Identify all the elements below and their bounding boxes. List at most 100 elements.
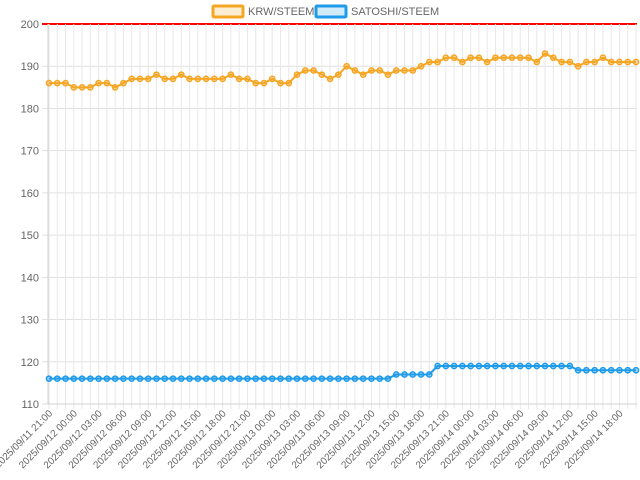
data-point-satoshi-steem[interactable] — [359, 375, 367, 383]
data-point-krw-steem[interactable] — [442, 54, 450, 62]
data-point-satoshi-steem[interactable] — [111, 375, 119, 383]
data-point-krw-steem[interactable] — [235, 75, 243, 83]
data-point-satoshi-steem[interactable] — [525, 362, 532, 370]
data-point-satoshi-steem[interactable] — [500, 362, 508, 370]
data-point-krw-steem[interactable] — [153, 71, 160, 79]
data-point-krw-steem[interactable] — [541, 50, 549, 57]
data-point-krw-steem[interactable] — [161, 75, 169, 83]
data-point-krw-steem[interactable] — [616, 58, 623, 66]
data-point-satoshi-steem[interactable] — [516, 362, 524, 370]
data-point-satoshi-steem[interactable] — [425, 371, 433, 378]
data-point-satoshi-steem[interactable] — [409, 371, 417, 378]
data-point-krw-steem[interactable] — [359, 71, 367, 79]
data-point-krw-steem[interactable] — [103, 79, 111, 87]
data-point-krw-steem[interactable] — [492, 54, 499, 62]
data-point-krw-steem[interactable] — [301, 67, 309, 74]
data-point-krw-steem[interactable] — [219, 75, 226, 83]
data-point-krw-steem[interactable] — [624, 58, 632, 66]
data-point-satoshi-steem[interactable] — [335, 375, 342, 383]
data-point-krw-steem[interactable] — [459, 58, 466, 66]
data-point-satoshi-steem[interactable] — [186, 375, 193, 383]
data-point-krw-steem[interactable] — [78, 83, 86, 91]
data-point-krw-steem[interactable] — [318, 71, 326, 79]
data-point-satoshi-steem[interactable] — [95, 375, 102, 383]
data-point-satoshi-steem[interactable] — [616, 366, 623, 374]
data-point-krw-steem[interactable] — [177, 71, 185, 79]
data-point-satoshi-steem[interactable] — [235, 375, 243, 383]
data-point-satoshi-steem[interactable] — [434, 362, 441, 370]
data-point-satoshi-steem[interactable] — [128, 375, 136, 383]
data-point-krw-steem[interactable] — [95, 79, 102, 87]
data-point-krw-steem[interactable] — [376, 67, 384, 74]
data-point-satoshi-steem[interactable] — [252, 375, 260, 383]
data-point-satoshi-steem[interactable] — [632, 366, 640, 374]
data-point-krw-steem[interactable] — [326, 75, 334, 83]
data-point-satoshi-steem[interactable] — [574, 366, 582, 374]
data-point-krw-steem[interactable] — [285, 79, 293, 87]
data-point-krw-steem[interactable] — [450, 54, 458, 62]
data-point-satoshi-steem[interactable] — [549, 362, 557, 370]
data-point-satoshi-steem[interactable] — [45, 375, 53, 383]
data-point-krw-steem[interactable] — [599, 54, 607, 62]
data-point-krw-steem[interactable] — [202, 75, 210, 83]
data-point-satoshi-steem[interactable] — [583, 366, 590, 374]
data-point-krw-steem[interactable] — [558, 58, 565, 66]
data-point-satoshi-steem[interactable] — [301, 375, 309, 383]
data-point-satoshi-steem[interactable] — [624, 366, 632, 374]
data-point-satoshi-steem[interactable] — [417, 371, 425, 378]
data-point-satoshi-steem[interactable] — [144, 375, 152, 383]
data-point-krw-steem[interactable] — [508, 54, 516, 62]
data-point-satoshi-steem[interactable] — [70, 375, 78, 383]
data-point-krw-steem[interactable] — [335, 71, 342, 79]
data-point-satoshi-steem[interactable] — [244, 375, 251, 383]
data-point-satoshi-steem[interactable] — [442, 362, 450, 370]
data-point-krw-steem[interactable] — [128, 75, 136, 83]
data-point-satoshi-steem[interactable] — [310, 375, 317, 383]
data-point-satoshi-steem[interactable] — [401, 371, 408, 378]
data-point-satoshi-steem[interactable] — [293, 375, 301, 383]
data-point-satoshi-steem[interactable] — [343, 375, 350, 383]
data-point-krw-steem[interactable] — [53, 79, 61, 87]
data-point-satoshi-steem[interactable] — [260, 375, 268, 383]
data-point-satoshi-steem[interactable] — [475, 362, 483, 370]
data-point-krw-steem[interactable] — [475, 54, 483, 62]
data-point-satoshi-steem[interactable] — [194, 375, 202, 383]
data-point-krw-steem[interactable] — [467, 54, 474, 62]
data-point-satoshi-steem[interactable] — [384, 375, 392, 383]
legend-item-satoshi-steem[interactable]: SATOSHI/STEEM — [314, 4, 439, 19]
data-point-krw-steem[interactable] — [425, 58, 433, 66]
data-point-krw-steem[interactable] — [45, 79, 53, 87]
data-point-krw-steem[interactable] — [409, 67, 417, 74]
data-point-krw-steem[interactable] — [384, 71, 392, 79]
data-point-satoshi-steem[interactable] — [268, 375, 276, 383]
data-point-satoshi-steem[interactable] — [392, 371, 400, 378]
data-point-satoshi-steem[interactable] — [153, 375, 160, 383]
data-point-krw-steem[interactable] — [111, 83, 119, 91]
data-point-krw-steem[interactable] — [417, 62, 425, 70]
data-point-krw-steem[interactable] — [252, 79, 260, 87]
data-point-krw-steem[interactable] — [293, 71, 301, 79]
data-point-satoshi-steem[interactable] — [368, 375, 375, 383]
data-point-krw-steem[interactable] — [566, 58, 574, 66]
data-point-krw-steem[interactable] — [483, 58, 491, 66]
legend-item-krw-steem[interactable]: KRW/STEEM — [211, 4, 314, 19]
data-point-krw-steem[interactable] — [632, 58, 640, 66]
data-point-satoshi-steem[interactable] — [227, 375, 235, 383]
data-point-satoshi-steem[interactable] — [211, 375, 218, 383]
data-point-satoshi-steem[interactable] — [459, 362, 466, 370]
data-point-krw-steem[interactable] — [120, 79, 127, 87]
data-point-krw-steem[interactable] — [574, 62, 582, 70]
data-point-satoshi-steem[interactable] — [219, 375, 226, 383]
data-point-satoshi-steem[interactable] — [558, 362, 565, 370]
data-point-krw-steem[interactable] — [136, 75, 144, 83]
data-point-krw-steem[interactable] — [549, 54, 557, 62]
data-point-krw-steem[interactable] — [310, 67, 317, 74]
data-point-satoshi-steem[interactable] — [376, 375, 384, 383]
data-point-krw-steem[interactable] — [62, 79, 69, 87]
data-point-satoshi-steem[interactable] — [161, 375, 169, 383]
data-point-satoshi-steem[interactable] — [277, 375, 284, 383]
data-point-satoshi-steem[interactable] — [467, 362, 474, 370]
data-point-satoshi-steem[interactable] — [136, 375, 144, 383]
data-point-krw-steem[interactable] — [268, 75, 276, 83]
data-point-satoshi-steem[interactable] — [607, 366, 615, 374]
